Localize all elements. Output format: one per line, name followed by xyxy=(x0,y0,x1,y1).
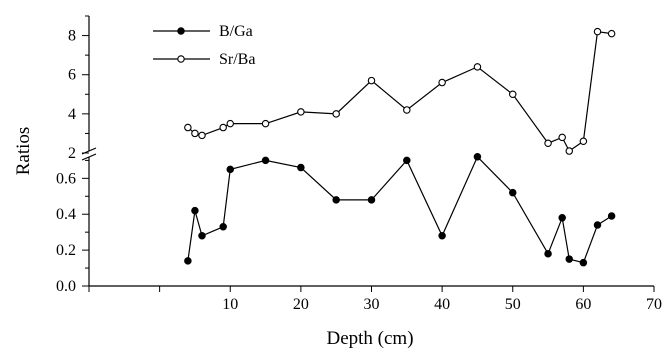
axes: 10 20 30 40 50 60 70 2 4 6 8 0.0 0.2 0.4 0.6 xyxy=(56,15,662,313)
legend-label: B/Ga xyxy=(219,23,253,40)
legend: B/Ga Sr/Ba xyxy=(153,23,255,68)
axis-break-mark xyxy=(81,153,97,161)
data-point-bga xyxy=(558,214,566,222)
x-tick-label: 60 xyxy=(575,296,591,313)
y-tick-label-upper: 8 xyxy=(68,28,76,45)
series-layer xyxy=(184,27,616,267)
y-tick-label-lower: 0.6 xyxy=(56,170,76,187)
data-point-bga xyxy=(226,165,235,174)
data-point-srba xyxy=(261,119,270,128)
data-point-bga xyxy=(184,257,192,265)
data-point-bga xyxy=(367,196,376,204)
data-point-srba xyxy=(191,129,199,138)
data-point-srba xyxy=(403,106,411,114)
data-point-bga xyxy=(198,232,206,240)
data-point-bga xyxy=(593,221,602,229)
data-point-bga xyxy=(403,156,411,165)
legend-marker xyxy=(177,27,185,35)
x-axis-title: Depth (cm) xyxy=(326,328,413,349)
data-point-srba xyxy=(438,78,446,87)
y-tick-label-lower: 0.4 xyxy=(56,206,76,223)
data-point-bga xyxy=(508,188,517,197)
data-point-bga xyxy=(579,258,588,267)
data-point-srba xyxy=(473,63,482,71)
data-point-srba xyxy=(565,147,573,155)
y-tick-label-lower: 0.0 xyxy=(56,278,76,295)
x-tick-label: 20 xyxy=(293,296,309,313)
y-tick-label-upper: 6 xyxy=(68,67,76,84)
y-tick-label-lower: 0.2 xyxy=(56,242,76,259)
data-point-srba xyxy=(226,119,235,128)
data-point-srba xyxy=(332,110,340,118)
data-point-bga xyxy=(565,255,573,263)
data-point-srba xyxy=(558,133,566,142)
data-point-srba xyxy=(297,108,305,116)
x-tick-label: 10 xyxy=(222,296,238,313)
data-point-srba xyxy=(544,139,552,147)
data-point-bga xyxy=(261,156,270,165)
data-point-srba xyxy=(184,123,192,132)
legend-label: Sr/Ba xyxy=(219,51,255,68)
data-point-srba xyxy=(593,27,602,36)
data-point-bga xyxy=(544,249,552,258)
data-point-srba xyxy=(508,90,517,99)
data-point-srba xyxy=(607,29,616,38)
data-point-srba xyxy=(579,137,588,146)
data-point-bga xyxy=(191,206,199,215)
x-tick-label: 40 xyxy=(434,296,450,313)
y-axis-title: Ratios xyxy=(13,127,34,176)
x-tick-label: 30 xyxy=(364,296,380,313)
data-point-bga xyxy=(473,153,482,161)
series-line-bga xyxy=(187,155,612,264)
x-tick-label: 70 xyxy=(646,296,662,313)
data-point-bga xyxy=(297,163,305,172)
data-point-bga xyxy=(219,223,227,231)
y-tick-label-upper: 2 xyxy=(68,145,76,162)
data-point-srba xyxy=(198,131,206,140)
series-line-srba xyxy=(187,30,612,152)
y-tick-label-upper: 4 xyxy=(68,106,76,123)
data-point-bga xyxy=(438,232,446,240)
data-point-srba xyxy=(219,123,227,132)
data-point-srba xyxy=(367,76,376,85)
data-point-bga xyxy=(332,196,340,204)
data-point-bga xyxy=(607,212,616,220)
x-tick-label: 50 xyxy=(505,296,521,313)
legend-marker xyxy=(177,55,185,63)
